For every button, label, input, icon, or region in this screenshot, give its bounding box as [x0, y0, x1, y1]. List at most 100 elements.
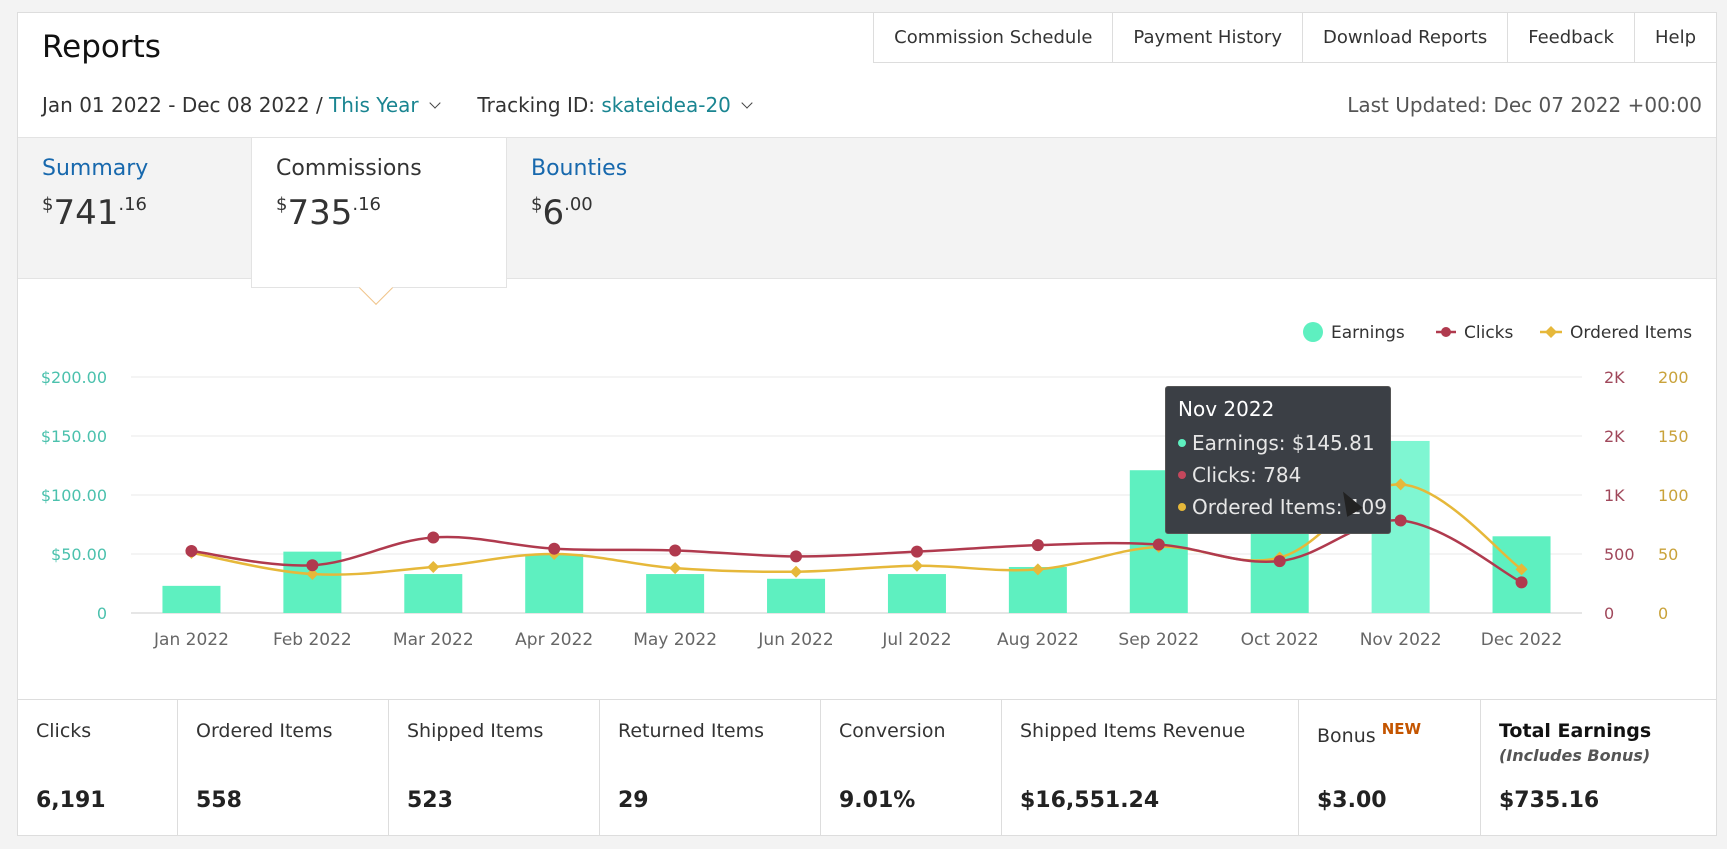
right-clicks-tick-label: 500	[1604, 545, 1635, 564]
ordered-items-line	[191, 483, 1523, 576]
right-clicks-tick-label: 0	[1604, 604, 1614, 623]
tooltip-ordered: Ordered Items: 109	[1192, 495, 1387, 519]
earnings-bar	[887, 574, 946, 613]
stat-shipped-items: Shipped Items 523	[389, 700, 600, 836]
right-clicks-tick-label: 2K	[1604, 427, 1625, 446]
ordered-items-point	[669, 562, 682, 575]
ordered-items-point	[1031, 563, 1044, 576]
earnings-bar	[525, 554, 584, 613]
ordered-items-point	[910, 559, 923, 572]
commission-schedule-link[interactable]: Commission Schedule	[873, 12, 1114, 63]
clicks-line	[191, 519, 1523, 584]
legend-ordered-icon	[1545, 326, 1557, 338]
tracking-id-dropdown[interactable]: skateidea-20	[601, 93, 731, 117]
earnings-dot-icon	[1178, 439, 1186, 447]
x-tick-label: May 2022	[633, 630, 717, 650]
right-items-tick-label: 200	[1658, 368, 1689, 387]
clicks-point	[669, 544, 682, 557]
ordered-items-point	[306, 568, 319, 581]
clicks-dot-icon	[1178, 471, 1186, 479]
ordered-items-point	[427, 560, 440, 573]
payment-history-link[interactable]: Payment History	[1113, 12, 1303, 63]
clicks-point	[185, 545, 198, 558]
left-tick-label: $200.00	[41, 368, 107, 387]
stat-total-earnings: Total Earnings (Includes Bonus) $735.16	[1499, 720, 1652, 813]
stat-returned-items: Returned Items 29	[600, 700, 821, 836]
x-tick-label: Nov 2022	[1360, 630, 1442, 650]
tooltip-earnings: Earnings: $145.81	[1192, 431, 1375, 455]
ordered-dot-icon	[1178, 503, 1186, 511]
right-items-tick-label: 0	[1658, 604, 1668, 623]
tab-summary[interactable]: Summary $741.16	[18, 138, 274, 280]
earnings-chart: 0 0 0 $50.00 500 50 $100.00 1K 100 $150.00 2K 150 $2…	[41, 322, 1692, 650]
stat-ordered-items: Ordered Items 558	[178, 700, 389, 836]
tab-commissions[interactable]: Commissions $735.16	[251, 138, 507, 288]
x-tick-label: Mar 2022	[393, 630, 474, 650]
earnings-bar	[162, 585, 221, 613]
clicks-point	[1031, 539, 1044, 552]
tab-bounties[interactable]: Bounties $6.00	[507, 138, 763, 280]
ordered-items-point	[1515, 563, 1528, 576]
left-tick-label: 0	[97, 604, 107, 623]
reports-panel: Reports Commission Schedule Payment Hist…	[17, 12, 1717, 836]
legend-clicks-icon	[1441, 327, 1451, 337]
x-tick-label: Sep 2022	[1118, 630, 1199, 650]
report-tabs: Summary $741.16 Commissions $735.16 Boun…	[18, 137, 1716, 288]
clicks-point	[1152, 538, 1165, 551]
right-items-tick-label: 150	[1658, 427, 1689, 446]
tooltip-title: Nov 2022	[1178, 397, 1275, 421]
left-tick-label: $100.00	[41, 486, 107, 505]
date-range-dropdown[interactable]: This Year	[329, 93, 419, 117]
ordered-items-point	[790, 565, 803, 578]
right-items-tick-label: 50	[1658, 545, 1678, 564]
x-tick-label: Jul 2022	[881, 630, 951, 650]
legend-clicks-label: Clicks	[1464, 323, 1514, 343]
earnings-bar	[767, 578, 826, 613]
date-range-text: Jan 01 2022 - Dec 08 2022 /	[42, 93, 323, 117]
clicks-point	[1394, 514, 1407, 527]
clicks-point	[910, 545, 923, 558]
stat-conversion: Conversion 9.01%	[821, 700, 1002, 836]
clicks-point	[1273, 555, 1286, 568]
summary-amount: $741.16	[42, 193, 147, 233]
right-clicks-tick-label: 2K	[1604, 368, 1625, 387]
left-tick-label: $50.00	[51, 545, 107, 564]
top-nav: Commission Schedule Payment History Down…	[873, 12, 1717, 63]
bounties-amount: $6.00	[531, 193, 593, 233]
chevron-down-icon[interactable]	[741, 97, 753, 109]
right-items-tick-label: 100	[1658, 486, 1689, 505]
stat-bonus: Bonus NEW $3.00	[1299, 700, 1481, 836]
legend-earnings-label: Earnings	[1331, 323, 1405, 343]
feedback-link[interactable]: Feedback	[1508, 12, 1635, 63]
page-title: Reports	[42, 29, 161, 65]
x-tick-label: Oct 2022	[1241, 630, 1319, 650]
stat-clicks: Clicks 6,191	[18, 700, 178, 836]
clicks-point	[548, 542, 561, 555]
report-filters: Jan 01 2022 - Dec 08 2022 / This Year Tr…	[42, 93, 759, 117]
legend-ordered-label: Ordered Items	[1570, 323, 1692, 343]
tracking-id-label: Tracking ID:	[477, 93, 595, 117]
right-clicks-tick-label: 1K	[1604, 486, 1625, 505]
download-reports-link[interactable]: Download Reports	[1302, 12, 1509, 63]
tab-commissions-label[interactable]: Commissions	[276, 156, 422, 181]
legend-earnings-icon	[1303, 322, 1323, 342]
x-tick-label: Feb 2022	[273, 630, 352, 650]
help-link[interactable]: Help	[1634, 12, 1717, 63]
commissions-amount: $735.16	[276, 193, 381, 233]
tab-bounties-label[interactable]: Bounties	[531, 156, 628, 181]
clicks-point	[306, 559, 319, 572]
x-tick-label: Jan 2022	[153, 630, 229, 650]
x-tick-label: Jun 2022	[757, 630, 833, 650]
clicks-point	[790, 550, 803, 563]
left-tick-label: $150.00	[41, 427, 107, 446]
clicks-point	[1515, 576, 1528, 589]
earnings-bar	[646, 574, 705, 613]
ordered-items-point	[1394, 478, 1407, 491]
chevron-down-icon[interactable]	[428, 97, 441, 109]
earnings-bar	[404, 574, 463, 613]
tab-summary-label[interactable]: Summary	[42, 156, 149, 181]
last-updated: Last Updated: Dec 07 2022 +00:00	[1347, 93, 1702, 117]
stat-shipped-revenue: Shipped Items Revenue $16,551.24	[1002, 700, 1299, 836]
x-tick-label: Aug 2022	[997, 630, 1079, 650]
x-tick-label: Apr 2022	[515, 630, 593, 650]
